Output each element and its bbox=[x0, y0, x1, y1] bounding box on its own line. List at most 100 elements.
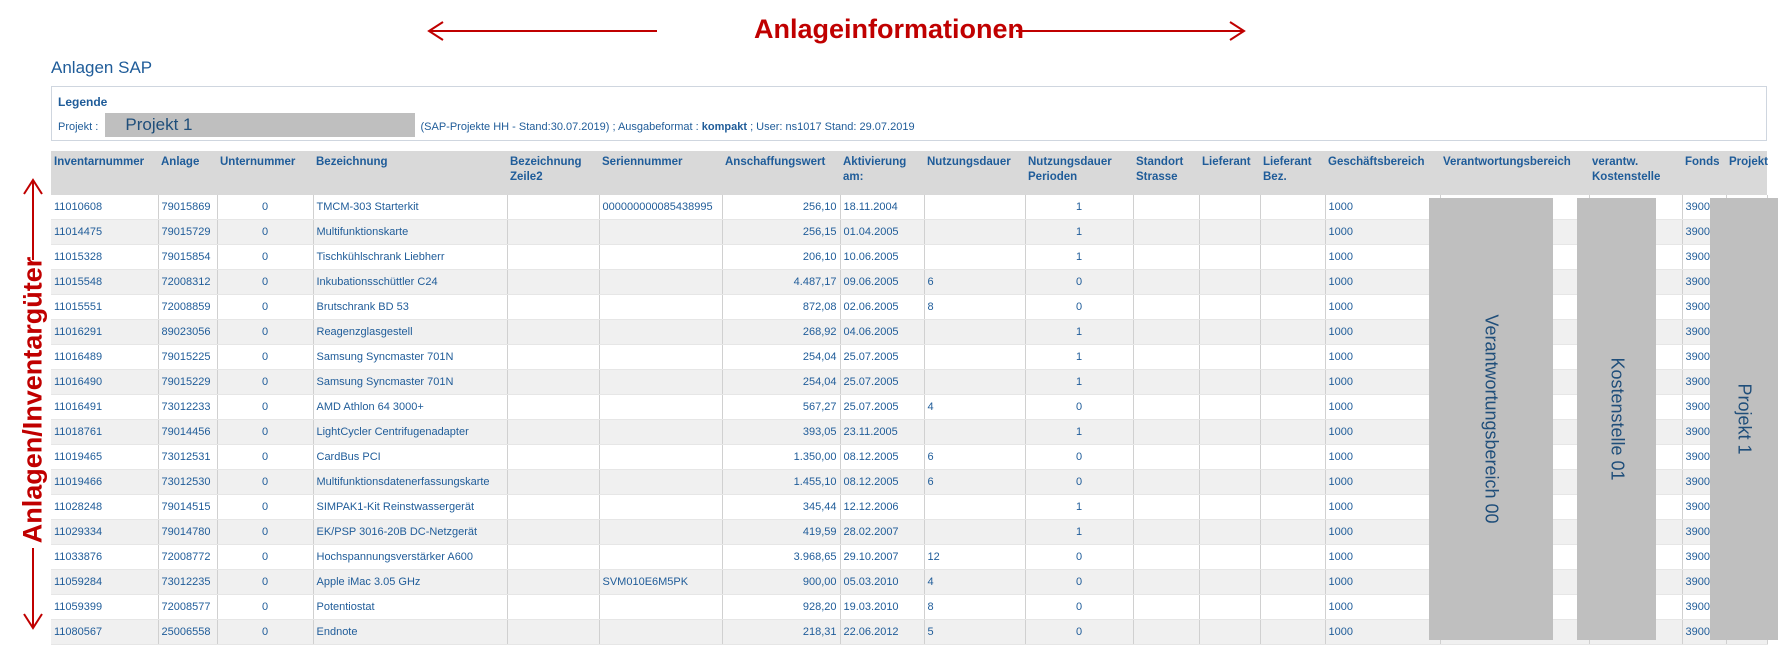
table-cell: 0 bbox=[217, 494, 314, 520]
table-cell bbox=[1260, 244, 1326, 270]
table-cell bbox=[599, 469, 723, 495]
table-cell: 1 bbox=[1025, 244, 1134, 270]
column-header[interactable]: Geschäftsbereich bbox=[1325, 151, 1440, 195]
legend-title: Legende bbox=[58, 95, 108, 109]
table-cell bbox=[1260, 394, 1326, 420]
table-cell: 10.06.2005 bbox=[840, 244, 925, 270]
table-cell bbox=[507, 294, 600, 320]
table-cell: 0 bbox=[1025, 294, 1134, 320]
table-cell: 73012235 bbox=[158, 569, 218, 595]
legend-project-label: Projekt : bbox=[58, 120, 99, 133]
table-cell: AMD Athlon 64 3000+ bbox=[313, 394, 508, 420]
table-cell: 0 bbox=[217, 569, 314, 595]
table-cell: 928,20 bbox=[722, 594, 841, 620]
table-cell bbox=[1260, 494, 1326, 520]
table-cell bbox=[1199, 469, 1261, 495]
table-cell: 0 bbox=[217, 619, 314, 645]
table-cell: 11010608 bbox=[51, 195, 159, 220]
table-cell bbox=[1133, 494, 1200, 520]
table-cell: CardBus PCI bbox=[313, 444, 508, 470]
table-cell: 254,04 bbox=[722, 369, 841, 395]
column-header[interactable]: Nutzungsdauer bbox=[924, 151, 1025, 195]
table-cell: 11080567 bbox=[51, 619, 159, 645]
column-header[interactable]: Nutzungsdauer Perioden bbox=[1025, 151, 1133, 195]
table-cell: Reagenzglasgestell bbox=[313, 319, 508, 345]
table-cell: 1 bbox=[1025, 219, 1134, 245]
table-cell: 0 bbox=[217, 319, 314, 345]
table-cell: 1000 bbox=[1325, 594, 1441, 620]
table-cell bbox=[1199, 569, 1261, 595]
table-cell bbox=[1260, 469, 1326, 495]
column-header[interactable]: verantw. Kostenstelle bbox=[1589, 151, 1682, 195]
table-cell bbox=[1133, 619, 1200, 645]
column-header[interactable]: Anschaffungswert bbox=[722, 151, 840, 195]
table-cell bbox=[1133, 344, 1200, 370]
table-cell: 256,10 bbox=[722, 195, 841, 220]
table-row[interactable]: 11014475 79015729 0 Multifunktionskarte 256,… bbox=[51, 219, 1768, 245]
table-cell bbox=[599, 444, 723, 470]
arrow-left-icon bbox=[427, 21, 657, 41]
column-header[interactable]: Lieferant Bez. bbox=[1260, 151, 1325, 195]
column-header[interactable]: Seriennummer bbox=[599, 151, 722, 195]
table-cell bbox=[507, 394, 600, 420]
column-header[interactable]: Lieferant bbox=[1199, 151, 1260, 195]
table-cell: 000000000085438995 bbox=[599, 195, 723, 220]
table-cell bbox=[599, 294, 723, 320]
table-cell: 567,27 bbox=[722, 394, 841, 420]
table-cell: 11018761 bbox=[51, 419, 159, 445]
table-cell bbox=[599, 369, 723, 395]
table-cell bbox=[1133, 319, 1200, 345]
column-header[interactable]: Unternummer bbox=[217, 151, 313, 195]
column-header[interactable]: Inventarnummer bbox=[51, 151, 158, 195]
column-header[interactable]: Anlage bbox=[158, 151, 217, 195]
column-header[interactable]: Projekt bbox=[1726, 151, 1768, 195]
column-header[interactable]: Bezeichnung Zeile2 bbox=[507, 151, 599, 195]
table-cell bbox=[599, 619, 723, 645]
table-cell bbox=[1133, 195, 1200, 220]
table-cell bbox=[1260, 369, 1326, 395]
table-cell bbox=[599, 344, 723, 370]
table-cell bbox=[507, 369, 600, 395]
table-cell bbox=[507, 469, 600, 495]
project-selector[interactable]: Projekt 1 bbox=[105, 113, 416, 137]
table-cell bbox=[507, 519, 600, 545]
table-row[interactable]: 11015328 79015854 0 Tischkühlschrank Liebhe… bbox=[51, 244, 1768, 270]
table-cell: 1000 bbox=[1325, 269, 1441, 295]
table-cell: 11059284 bbox=[51, 569, 159, 595]
table-cell: 18.11.2004 bbox=[840, 195, 925, 220]
table-cell: 1000 bbox=[1325, 469, 1441, 495]
column-header[interactable]: Standort Strasse bbox=[1133, 151, 1199, 195]
table-cell bbox=[1260, 419, 1326, 445]
table-cell: 1000 bbox=[1325, 369, 1441, 395]
table-cell: 08.12.2005 bbox=[840, 469, 925, 495]
table-cell bbox=[1199, 269, 1261, 295]
table-row[interactable]: 11016491 73012233 0 AMD Athlon 64 3000+ 567,… bbox=[51, 394, 1768, 420]
table-cell bbox=[507, 269, 600, 295]
table-cell: 0 bbox=[217, 244, 314, 270]
table-cell bbox=[507, 344, 600, 370]
table-cell: 73012531 bbox=[158, 444, 218, 470]
table-cell bbox=[1133, 219, 1200, 245]
table-cell: 0 bbox=[1025, 594, 1134, 620]
annotation-title: Anlageinformationen bbox=[753, 14, 1024, 44]
table-row[interactable]: 11028248 79014515 0 SIMPAK1-Kit Reinstwasse… bbox=[51, 494, 1768, 520]
table-cell: 89023056 bbox=[158, 319, 218, 345]
table-cell bbox=[1260, 569, 1326, 595]
table-cell bbox=[1133, 569, 1200, 595]
table-row[interactable]: 11059399 72008577 0 Potentiostat 928,20 19.03… bbox=[51, 594, 1768, 620]
column-header[interactable]: Bezeichnung bbox=[313, 151, 507, 195]
column-header[interactable]: Fonds bbox=[1682, 151, 1726, 195]
column-header[interactable]: Verantwortungsbereich bbox=[1440, 151, 1589, 195]
table-cell: 1 bbox=[1025, 369, 1134, 395]
table-cell bbox=[1199, 619, 1261, 645]
table-cell: 1000 bbox=[1325, 619, 1441, 645]
table-cell: 1000 bbox=[1325, 419, 1441, 445]
table-cell: 345,44 bbox=[722, 494, 841, 520]
table-cell: 1000 bbox=[1325, 244, 1441, 270]
column-header[interactable]: Aktivierung am: bbox=[840, 151, 924, 195]
kostenstelle-label: Kostenstelle 01 bbox=[1607, 357, 1627, 481]
table-cell: 25006558 bbox=[158, 619, 218, 645]
table-cell: 1 bbox=[1025, 319, 1134, 345]
table-cell: LightCycler Centrifugenadapter bbox=[313, 419, 508, 445]
table-cell: 218,31 bbox=[722, 619, 841, 645]
